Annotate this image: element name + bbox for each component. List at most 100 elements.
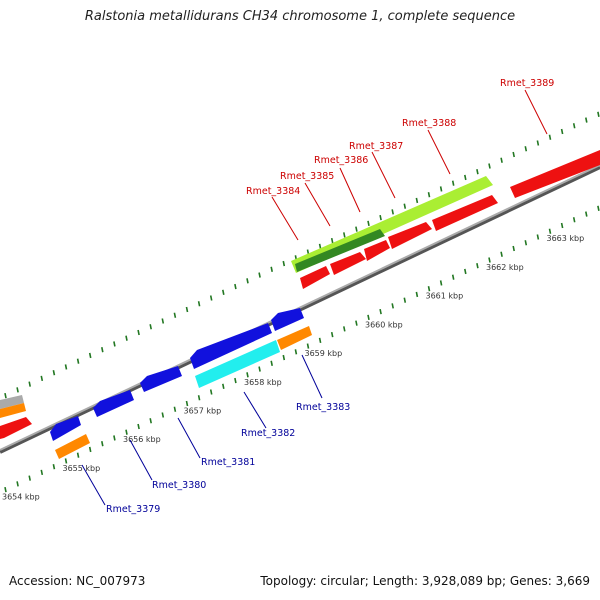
leader-rmet-3383	[301, 354, 323, 399]
tick-mark	[415, 197, 419, 204]
label-rmet-3382[interactable]: Rmet_3382	[241, 428, 295, 439]
leader-rmet-3388	[427, 129, 451, 175]
gene-orange-3383[interactable]	[277, 326, 312, 350]
topology-summary: Topology: circular; Length: 3,928,089 bp…	[260, 574, 590, 588]
tick-mark	[64, 364, 68, 370]
tick-mark	[64, 458, 68, 464]
tick-mark	[258, 272, 261, 278]
tick-mark	[355, 320, 358, 326]
leader-rmet-3381	[177, 417, 201, 459]
tick-mark	[149, 324, 152, 330]
tick-mark	[125, 335, 128, 341]
tick-mark	[391, 303, 394, 309]
tick-mark	[113, 341, 116, 347]
gene-orange-3379[interactable]	[55, 434, 90, 459]
tick-mark	[16, 481, 19, 487]
tick-mark	[476, 263, 479, 269]
tick-mark	[209, 389, 213, 395]
tick-mark	[306, 343, 310, 349]
leader-rmet-3387	[371, 151, 396, 199]
tick-mark	[367, 220, 370, 227]
gene-red-3389[interactable]	[510, 150, 600, 198]
tick-mark	[318, 337, 322, 344]
label-rmet-3389[interactable]: Rmet_3389	[500, 78, 554, 89]
tick-mark	[391, 209, 394, 215]
tick-mark	[330, 331, 334, 338]
gene-blue-2[interactable]	[93, 390, 134, 417]
gene-red-left[interactable]	[0, 417, 32, 439]
tick-mark	[246, 278, 249, 284]
tick-mark	[246, 372, 249, 378]
gene-red-3385[interactable]	[330, 252, 366, 275]
tick-mark	[28, 381, 31, 387]
label-rmet-3384[interactable]: Rmet_3384	[246, 186, 300, 197]
map-title: Ralstonia metallidurans CH34 chromosome …	[84, 9, 516, 24]
tick-label: 3658 kbp	[244, 378, 282, 387]
tick-mark	[451, 180, 455, 186]
tick-label: 3661 kbp	[426, 292, 464, 301]
tick-mark	[294, 349, 298, 355]
tick-mark	[258, 366, 261, 372]
tick-label: 3654 kbp	[2, 493, 40, 502]
tick-mark	[451, 274, 455, 280]
label-rmet-3380[interactable]: Rmet_3380	[152, 480, 206, 491]
tick-row-lower	[4, 205, 600, 493]
label-rmet-3383[interactable]: Rmet_3383	[296, 402, 350, 413]
reverse-genes	[50, 308, 312, 459]
tick-mark	[185, 400, 189, 407]
gene-blue-5[interactable]	[271, 308, 304, 331]
tick-mark	[488, 257, 491, 263]
gene-blue-4[interactable]	[190, 323, 272, 369]
tick-mark	[524, 146, 528, 152]
tick-mark	[560, 128, 564, 135]
tick-mark	[548, 134, 552, 140]
tick-mark	[403, 203, 407, 209]
gene-red-3384[interactable]	[300, 266, 330, 289]
gene-cyan-3382[interactable]	[195, 340, 280, 388]
label-rmet-3381[interactable]: Rmet_3381	[201, 457, 255, 468]
tick-mark	[88, 446, 92, 453]
tick-mark	[379, 214, 382, 221]
tick-mark	[572, 217, 576, 223]
forward-label-group: Rmet_3384 Rmet_3385 Rmet_3386 Rmet_3387 …	[246, 78, 554, 241]
gene-grey-left[interactable]	[0, 395, 24, 409]
gene-red-3388[interactable]	[432, 195, 498, 231]
tick-mark	[101, 441, 104, 447]
leader-rmet-3389	[524, 89, 548, 135]
gene-blue-3[interactable]	[140, 366, 182, 392]
label-rmet-3385[interactable]: Rmet_3385	[280, 171, 334, 182]
tick-mark	[209, 295, 213, 301]
tick-mark	[439, 186, 443, 192]
gene-red-3386[interactable]	[364, 240, 390, 261]
tick-labels: 3654 kbp 3655 kbp 3656 kbp 3657 kbp 3658 kbp…	[2, 234, 584, 501]
tick-mark	[101, 347, 104, 353]
tick-mark	[52, 370, 56, 376]
tick-mark	[367, 314, 370, 321]
tick-mark	[149, 418, 152, 424]
tick-mark	[560, 222, 564, 229]
tick-mark	[500, 157, 503, 163]
tick-mark	[222, 383, 225, 389]
tick-mark	[415, 291, 419, 298]
gene-orange-left[interactable]	[0, 403, 26, 418]
label-rmet-3388[interactable]: Rmet_3388	[402, 118, 456, 129]
label-rmet-3386[interactable]: Rmet_3386	[314, 155, 368, 166]
gene-darkgreen[interactable]	[295, 229, 385, 272]
tick-mark	[282, 354, 286, 361]
tick-mark	[125, 429, 128, 435]
tick-mark	[427, 286, 431, 292]
tick-mark	[161, 318, 165, 324]
tick-mark	[234, 283, 237, 290]
tick-label: 3662 kbp	[486, 263, 524, 272]
tick-mark	[137, 423, 140, 430]
tick-mark	[500, 251, 503, 257]
gene-red-3387[interactable]	[388, 222, 432, 249]
tick-mark	[464, 174, 467, 181]
label-rmet-3379[interactable]: Rmet_3379	[106, 504, 160, 515]
tick-mark	[270, 360, 273, 366]
tick-mark	[282, 260, 286, 267]
gene-blue-1[interactable]	[50, 416, 81, 441]
tick-mark	[572, 123, 576, 129]
label-rmet-3387[interactable]: Rmet_3387	[349, 141, 403, 152]
